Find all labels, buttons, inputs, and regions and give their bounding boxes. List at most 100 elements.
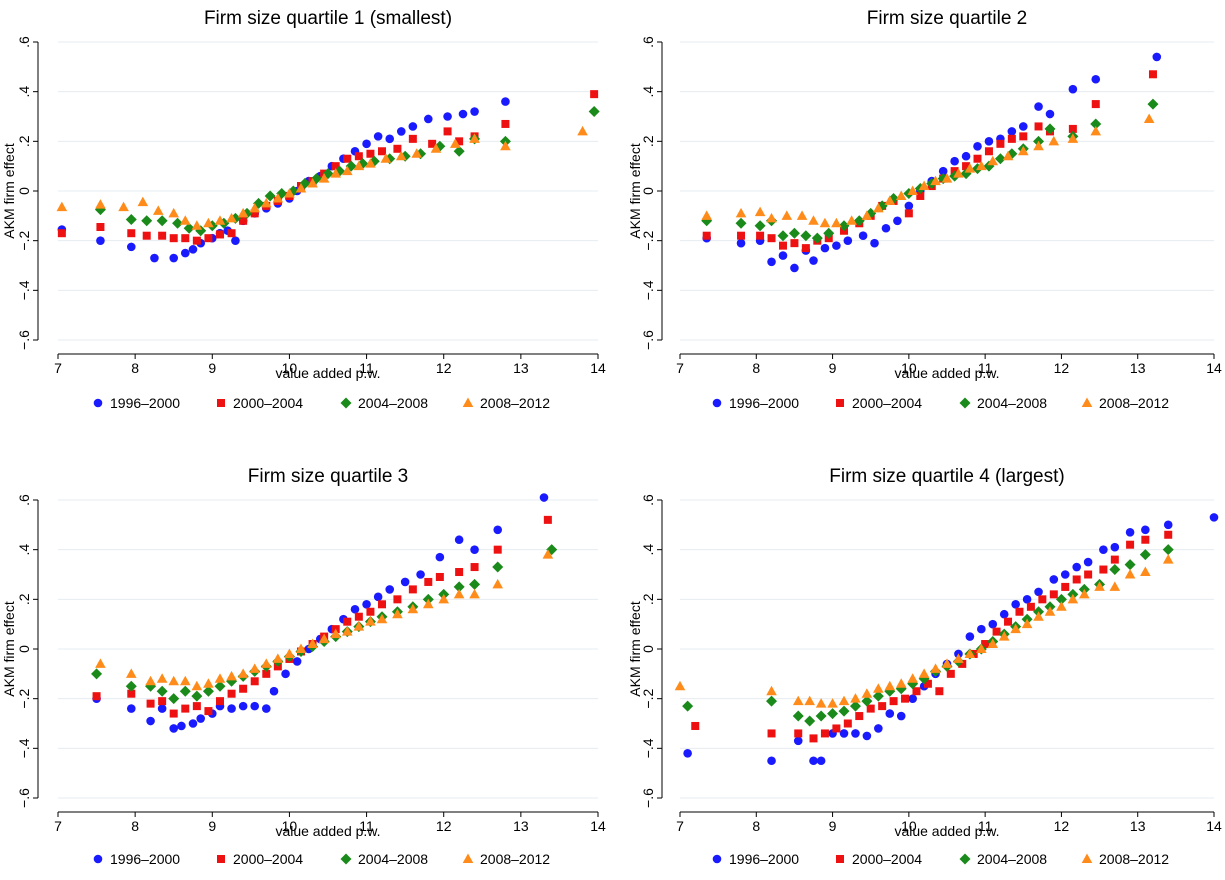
data-point <box>150 253 159 263</box>
data-point <box>1021 618 1033 629</box>
legend: 1996–2000 2000–2004 2004–2008 2008–2012 <box>93 851 550 867</box>
x-tick-label: 9 <box>208 360 216 376</box>
data-point <box>838 220 850 232</box>
data-point <box>918 180 930 191</box>
data-point <box>754 220 766 232</box>
data-point <box>470 107 479 116</box>
data-point <box>57 229 66 238</box>
data-point <box>226 670 237 681</box>
data-point <box>851 729 860 738</box>
data-point <box>118 201 129 212</box>
data-point <box>428 139 437 148</box>
data-point <box>366 607 375 616</box>
data-point <box>260 197 272 208</box>
series-4 <box>56 125 588 230</box>
data-point <box>127 229 136 238</box>
data-point <box>272 653 284 663</box>
data-point <box>766 685 777 696</box>
data-point <box>977 624 986 634</box>
chart-panel-2: −.6 −.4 −.2 0 .2 .4 .6 7 8 9 10 11 12 13 14 Firm size q… <box>627 8 1222 411</box>
data-point <box>792 695 804 706</box>
data-point <box>422 598 434 609</box>
y-tick-label: 0 <box>640 187 656 195</box>
data-point <box>56 201 68 212</box>
data-point <box>169 234 178 243</box>
legend-marker <box>340 397 352 409</box>
data-point <box>935 687 944 696</box>
data-point <box>249 202 261 213</box>
data-point <box>177 721 186 731</box>
x-tick-label: 7 <box>54 360 62 376</box>
data-point <box>901 694 910 703</box>
data-point <box>994 153 1006 165</box>
legend-marker <box>1081 853 1093 863</box>
x-tick-label: 12 <box>436 818 452 834</box>
data-point <box>281 669 290 679</box>
y-tick-label: −.2 <box>640 231 656 251</box>
data-point <box>873 683 884 693</box>
data-point <box>469 588 480 599</box>
data-point <box>792 710 804 722</box>
y-axis-label: AKM firm effect <box>627 143 643 239</box>
x-tick-label: 13 <box>513 360 529 376</box>
data-point <box>976 160 987 171</box>
data-point <box>453 145 465 157</box>
data-point <box>269 686 279 696</box>
data-point <box>237 207 249 218</box>
data-point <box>962 162 971 171</box>
data-point <box>767 756 776 766</box>
legend-label: 2004–2008 <box>977 851 1047 867</box>
data-point <box>203 217 214 228</box>
data-point <box>873 202 884 213</box>
y-tick-label: .2 <box>16 135 32 147</box>
data-point <box>815 698 827 708</box>
data-point <box>542 549 554 559</box>
data-point <box>938 166 948 176</box>
data-point <box>737 231 746 240</box>
data-point <box>249 663 261 673</box>
data-point <box>778 241 787 250</box>
data-point <box>1002 150 1014 161</box>
data-point <box>407 603 419 614</box>
x-tick-label: 14 <box>590 818 606 834</box>
data-point <box>941 173 953 183</box>
data-point <box>125 214 137 226</box>
data-point <box>1067 133 1079 143</box>
data-point <box>1090 125 1102 136</box>
data-point <box>893 216 902 226</box>
data-point <box>158 231 167 240</box>
legend: 1996–2000 2000–2004 2004–2008 2008–2012 <box>712 851 1169 867</box>
data-point <box>823 227 835 239</box>
data-point <box>125 668 137 678</box>
data-point <box>889 697 898 706</box>
x-tick-label: 10 <box>282 818 298 834</box>
data-point <box>227 704 236 713</box>
data-point <box>964 163 976 173</box>
data-point <box>1162 554 1174 564</box>
data-point <box>999 609 1009 619</box>
data-point <box>992 627 1001 636</box>
data-point <box>341 165 353 176</box>
x-tick-label: 12 <box>1054 360 1070 376</box>
data-point <box>1209 513 1219 522</box>
data-point <box>912 687 921 696</box>
x-tick-label: 11 <box>359 360 374 376</box>
data-point <box>408 134 417 143</box>
data-point <box>953 653 964 663</box>
data-point <box>1141 525 1150 535</box>
data-point <box>438 593 450 604</box>
data-point <box>1044 606 1056 616</box>
x-tick-label: 13 <box>1130 360 1146 376</box>
y-tick-label: .2 <box>640 593 656 605</box>
legend-marker <box>836 855 844 863</box>
data-point <box>1010 623 1021 634</box>
data-point <box>1004 617 1013 626</box>
data-point <box>343 617 352 626</box>
data-point <box>365 616 376 626</box>
data-point <box>1141 535 1150 544</box>
data-point <box>141 215 153 227</box>
series-1 <box>92 493 549 733</box>
data-point <box>1044 123 1056 135</box>
data-point <box>137 196 149 207</box>
data-point <box>702 231 711 240</box>
